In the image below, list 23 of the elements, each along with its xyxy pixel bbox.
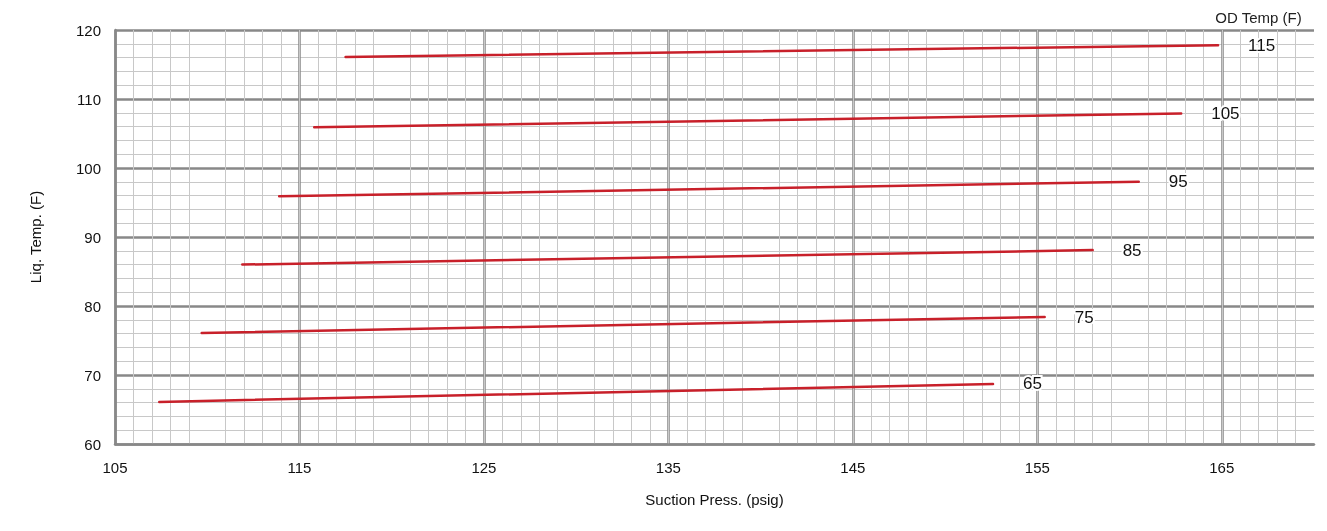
y-tick-label: 70 bbox=[84, 366, 101, 384]
y-tick-label: 120 bbox=[75, 21, 101, 39]
y-tick-label: 80 bbox=[84, 297, 101, 315]
series-label: 65 bbox=[1023, 374, 1042, 394]
series-label: 75 bbox=[1074, 307, 1094, 327]
y-tick-label: 110 bbox=[77, 90, 101, 108]
y-axis-title: Liq. Temp. (F) bbox=[27, 190, 44, 284]
x-tick-label: 115 bbox=[287, 459, 312, 476]
x-tick-label: 165 bbox=[1209, 459, 1235, 476]
y-tick-label: 60 bbox=[84, 435, 101, 453]
y-tick-label: 100 bbox=[75, 159, 101, 177]
x-tick-label: 105 bbox=[102, 459, 128, 476]
x-tick-label: 145 bbox=[840, 459, 866, 476]
x-tick-label: 155 bbox=[1024, 459, 1050, 476]
series-label: 105 bbox=[1211, 103, 1240, 123]
x-tick-label: 135 bbox=[655, 459, 681, 476]
y-tick-label: 90 bbox=[84, 228, 101, 246]
series-label: 115 bbox=[1248, 35, 1276, 55]
series-label: 95 bbox=[1168, 172, 1188, 192]
legend-title: OD Temp (F) bbox=[1215, 9, 1302, 26]
x-axis-title: Suction Press. (psig) bbox=[645, 491, 784, 508]
series-label: 85 bbox=[1122, 240, 1142, 260]
x-tick-label: 125 bbox=[471, 459, 497, 476]
